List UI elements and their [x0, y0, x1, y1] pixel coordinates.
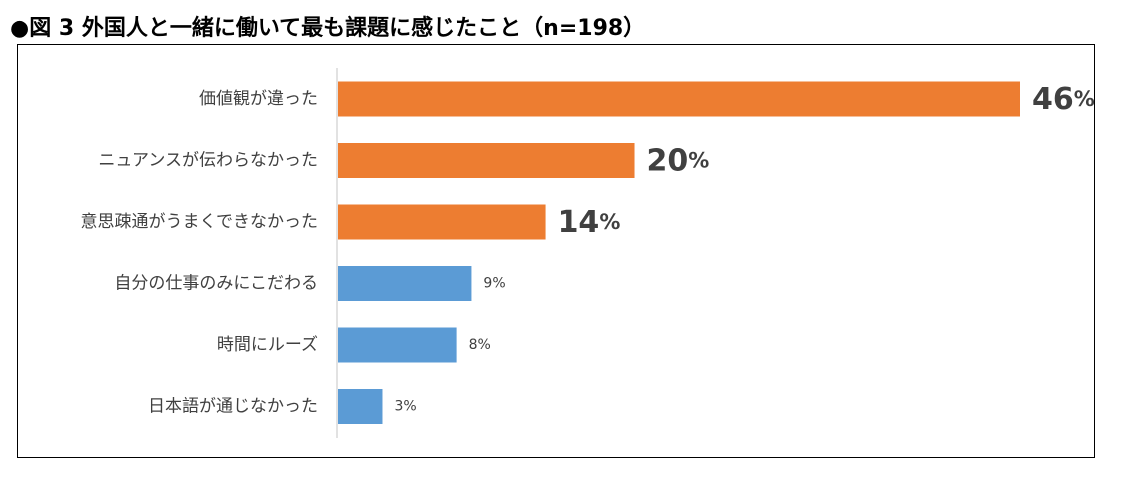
value-label-3: 14%	[558, 205, 621, 240]
value-label-4: 9%	[483, 276, 505, 292]
value-label-6: 3%	[394, 399, 416, 415]
bar-1	[338, 81, 1020, 117]
bar-4	[338, 266, 472, 301]
chart-title: ●図 3 外国人と一緒に働いて最も課題に感じたこと（n=198）	[10, 16, 646, 41]
category-label-1: 価値観が違った	[199, 89, 318, 109]
chart-frame	[17, 44, 1095, 458]
bar-3	[338, 204, 546, 240]
category-label-2: ニュアンスが伝わらなかった	[98, 151, 318, 171]
category-label-3: 意思疎通がうまくできなかった	[81, 212, 319, 232]
category-label-4: 自分の仕事のみにこだわる	[114, 274, 318, 294]
bar-2	[338, 143, 635, 178]
category-label-5: 時間にルーズ	[217, 335, 318, 355]
value-label-1: 46%	[1032, 82, 1095, 117]
value-labels: 46% 20% 14% 9% 8% 3%	[394, 82, 1094, 415]
value-label-5: 8%	[469, 337, 491, 353]
bar-6	[338, 389, 383, 424]
category-label-6: 日本語が通じなかった	[148, 397, 318, 417]
bars-layer	[338, 81, 1020, 424]
bar-5	[338, 327, 457, 363]
value-label-2: 20%	[647, 143, 710, 178]
category-labels: 価値観が違ったニュアンスが伝わらなかった意思疎通がうまくできなかった自分の仕事の…	[81, 89, 319, 417]
